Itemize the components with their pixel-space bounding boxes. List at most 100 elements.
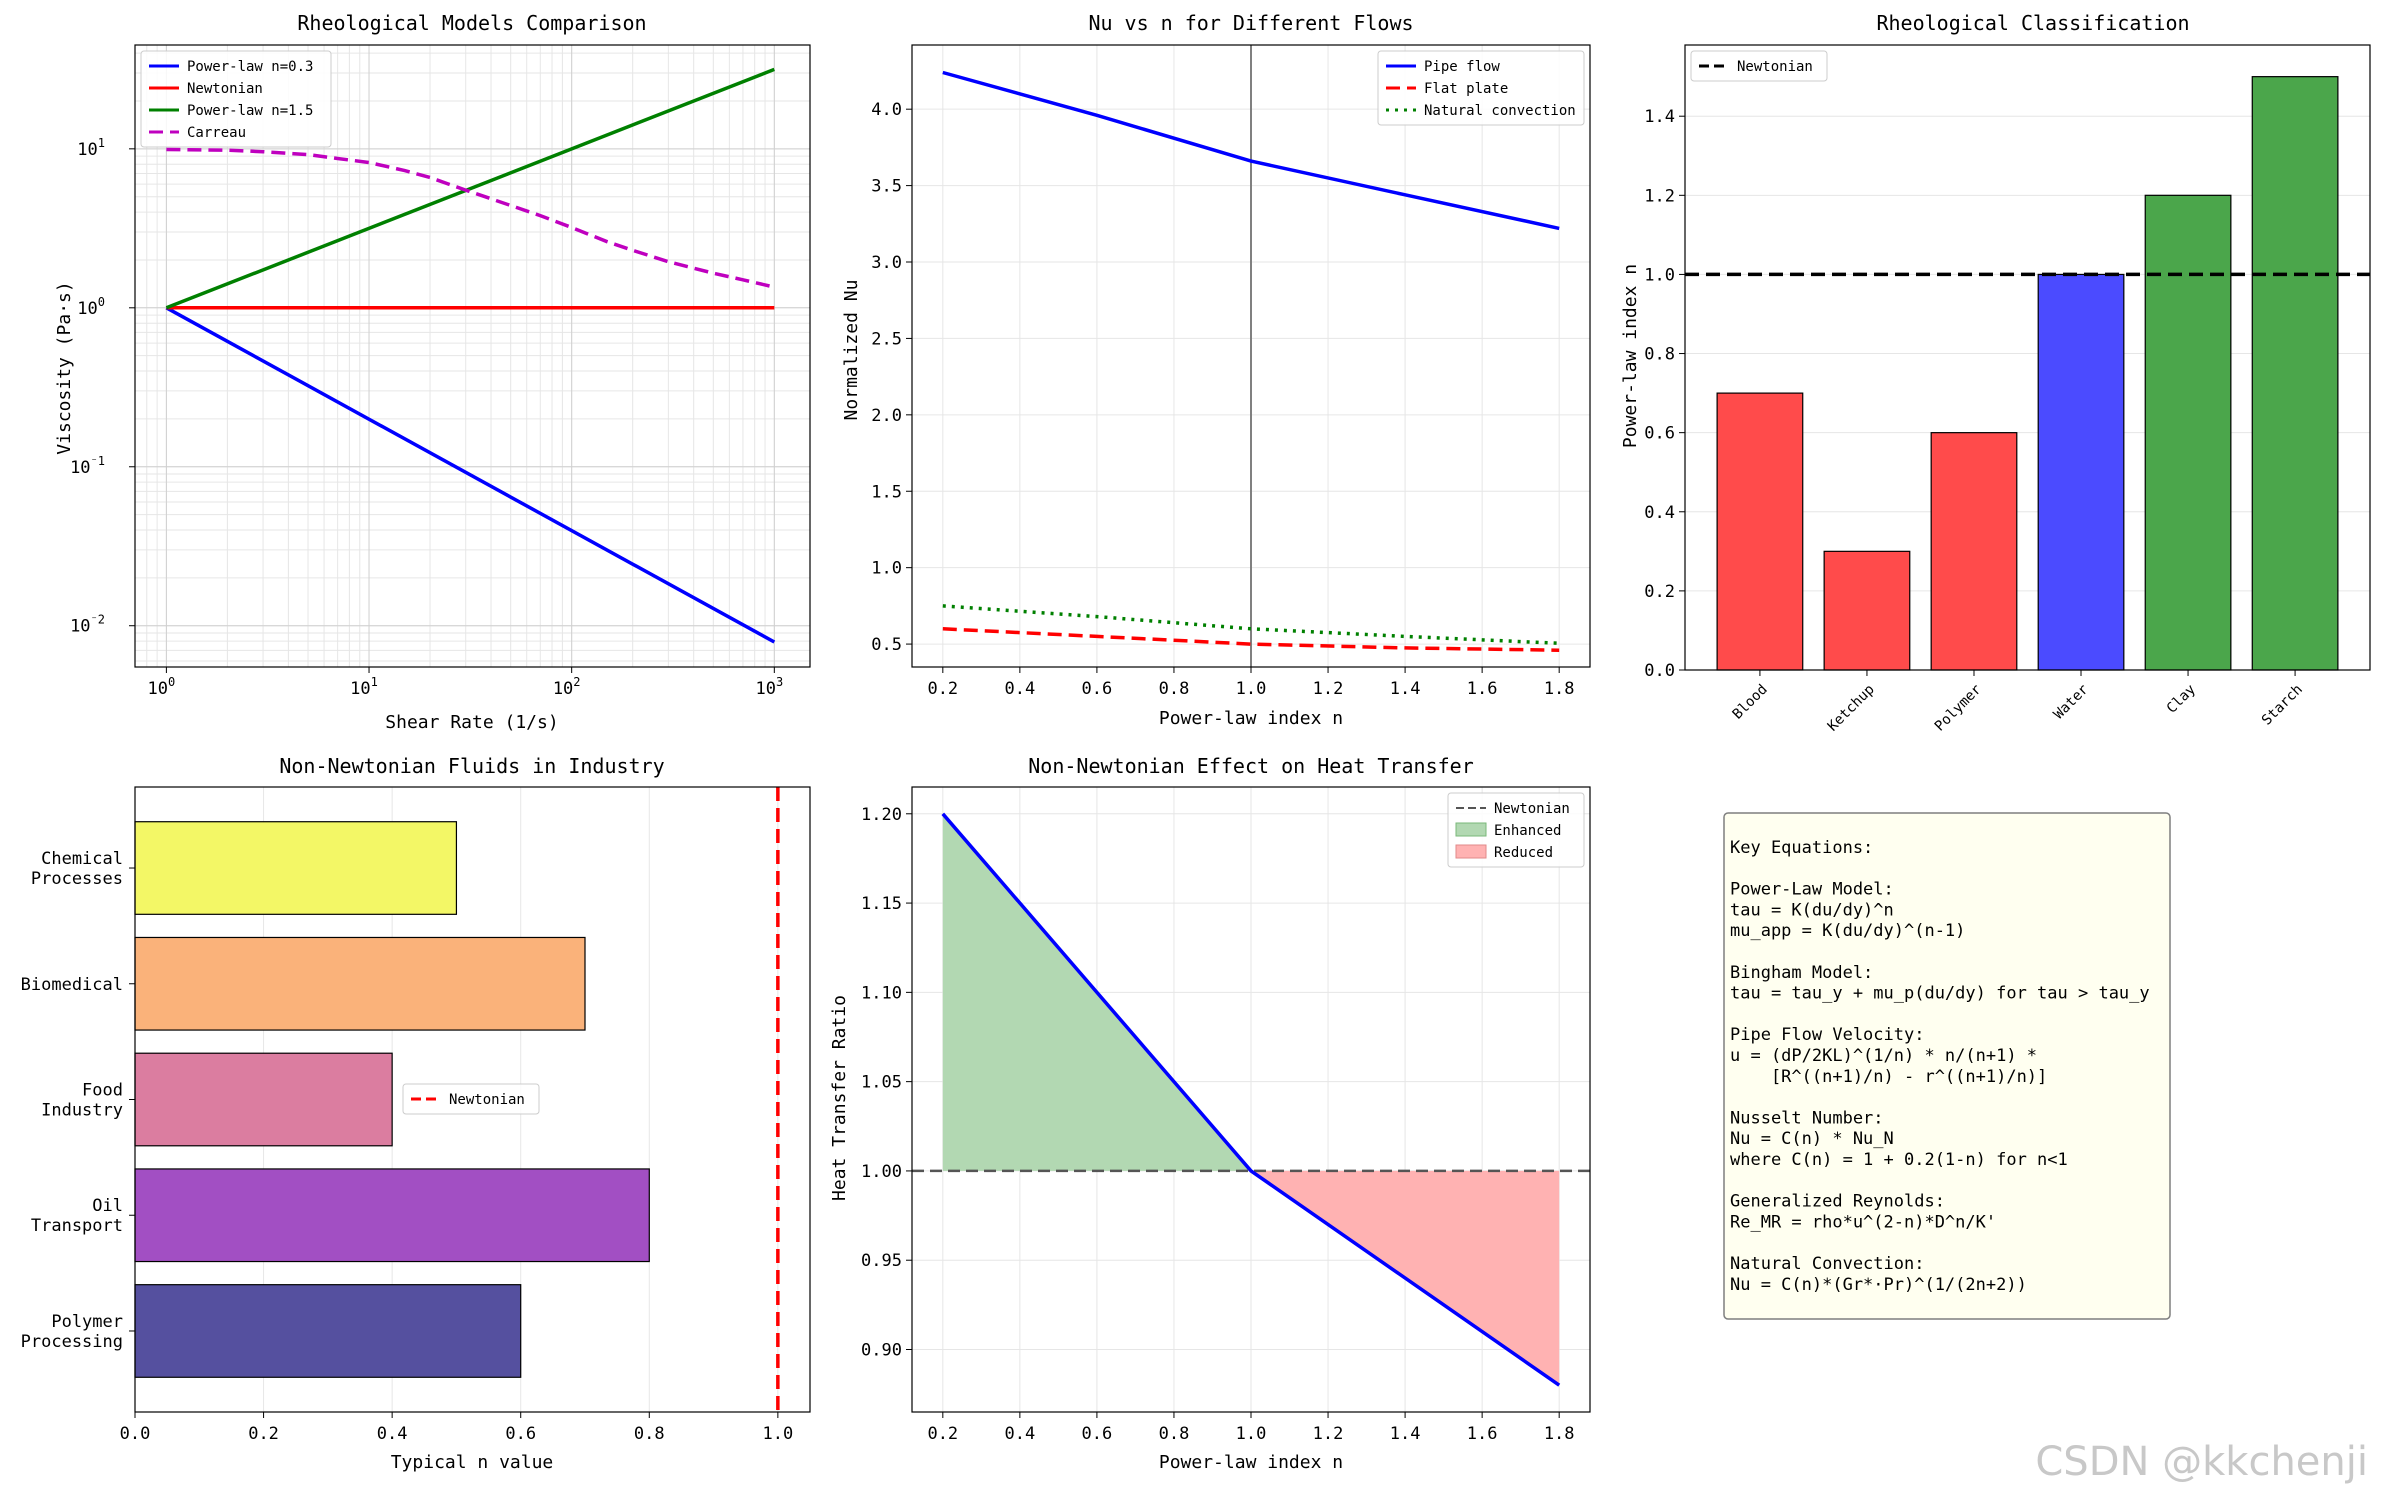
- bar: [134, 1052, 393, 1147]
- x-tick-label: 0.2: [248, 1424, 279, 1444]
- equation-line: Generalized Reynolds:: [1730, 1192, 1945, 1212]
- x-tick-label: 0.6: [505, 1424, 536, 1444]
- equations-box-frame: [1723, 812, 2171, 1320]
- bar: [2037, 273, 2125, 671]
- x-tick-label: Blood: [1730, 682, 1771, 723]
- bar: [134, 936, 586, 1031]
- rheological-classification-chart: Rheological Classification Power-law ind…: [1620, 11, 2371, 735]
- y-axis-label: Heat Transfer Ratio: [829, 995, 850, 1201]
- x-tick-label: Water: [2051, 682, 2092, 723]
- legend-box: [1377, 50, 1585, 126]
- equation-line: Key Equations:: [1730, 838, 1873, 858]
- x-tick-label: 101: [350, 675, 378, 699]
- series-line: [942, 627, 1560, 652]
- chart-title: Non-Newtonian Fluids in Industry: [279, 754, 664, 778]
- equation-line: Nu = C(n) * Nu_N: [1730, 1129, 1894, 1149]
- y-tick-label: 1.5: [871, 482, 902, 502]
- equations-text: Key Equations: Power-Law Model:tau = K(du…: [1730, 838, 2150, 1295]
- x-tick-label: 1.4: [1390, 1424, 1421, 1444]
- chart-title: Rheological Models Comparison: [297, 11, 646, 35]
- y-tick-label: 0.2: [1644, 582, 1675, 602]
- bar: [1930, 432, 2018, 671]
- bar: [1716, 392, 1804, 671]
- key-equations-box: Key Equations: Power-Law Model:tau = K(du…: [1723, 812, 2171, 1320]
- x-tick-label: 0.4: [377, 1424, 408, 1444]
- y-tick-label: 10⁻1: [70, 454, 105, 478]
- x-tick-label: 0.6: [1082, 1424, 1113, 1444]
- y-tick-label: 2.0: [871, 406, 902, 426]
- axes-frame: [911, 786, 1591, 1413]
- y-tick-label: Chemical: [41, 849, 123, 869]
- equation-line: Power-Law Model:: [1730, 880, 1894, 900]
- y-tick-label: 0.95: [861, 1251, 902, 1271]
- y-tick-label: 0.8: [1644, 345, 1675, 365]
- axes-frame: [911, 44, 1591, 668]
- axes-frame: [134, 786, 811, 1413]
- bar: [2251, 76, 2339, 671]
- x-axis-label: Power-law index n: [1159, 1452, 1343, 1473]
- y-tick-label: 1.15: [861, 894, 902, 914]
- chart-title: Nu vs n for Different Flows: [1088, 11, 1413, 35]
- bar: [134, 821, 458, 915]
- legend-label: Carreau: [187, 125, 246, 141]
- y-tick-label: 3.0: [871, 253, 902, 273]
- legend-label: Pipe flow: [1424, 59, 1500, 75]
- x-axis-label: Typical n value: [391, 1452, 554, 1473]
- y-tick-label: 1.05: [861, 1073, 902, 1093]
- y-tick-label: 0.0: [1644, 661, 1675, 681]
- x-tick-label: 1.0: [1236, 1424, 1267, 1444]
- x-tick-label: 1.6: [1467, 679, 1498, 699]
- y-tick-label: 1.4: [1644, 107, 1675, 127]
- legend-label: Newtonian: [1737, 59, 1813, 75]
- equation-line: Nusselt Number:: [1730, 1108, 1884, 1128]
- y-tick-label: Polymer: [51, 1312, 123, 1332]
- x-tick-label: 0.4: [1005, 679, 1036, 699]
- equation-line: tau = tau_y + mu_p(du/dy) for tau > tau_…: [1730, 984, 2150, 1004]
- heat-transfer-effect-chart: Non-Newtonian Effect on Heat Transfer Po…: [829, 754, 1591, 1473]
- equation-line: Natural Convection:: [1730, 1254, 1924, 1274]
- legend-label: Power-law n=0.3: [187, 59, 313, 75]
- industry-fluids-chart: Non-Newtonian Fluids in Industry Typical…: [21, 754, 811, 1473]
- equation-line: where C(n) = 1 + 0.2(1-n) for n<1: [1730, 1150, 2068, 1170]
- y-tick-label: 101: [77, 136, 105, 160]
- y-tick-label: 10⁻2: [70, 613, 105, 637]
- x-tick-label: 1.6: [1467, 1424, 1498, 1444]
- x-tick-label: 0.2: [927, 1424, 958, 1444]
- series-line: [942, 604, 1560, 646]
- y-tick-label: Oil: [92, 1196, 123, 1216]
- equation-line: u = (dP/2KL)^(1/n) * n/(n+1) *: [1730, 1046, 2037, 1066]
- y-tick-label: 1.10: [861, 983, 902, 1003]
- y-tick-label: 3.5: [871, 177, 902, 197]
- x-tick-label: 0.2: [927, 679, 958, 699]
- axes-frame: [134, 44, 811, 668]
- y-tick-label: 2.5: [871, 329, 902, 349]
- x-tick-label: 102: [553, 675, 581, 699]
- series-line: [166, 147, 775, 289]
- x-tick-label: Clay: [2164, 682, 2199, 717]
- y-tick-label: 100: [77, 295, 105, 319]
- legend-swatch: [1455, 822, 1487, 837]
- legend-label: Newtonian: [449, 1092, 525, 1108]
- x-tick-label: 1.8: [1544, 1424, 1575, 1444]
- bar: [1823, 550, 1911, 671]
- x-tick-label: 1.4: [1390, 679, 1421, 699]
- equation-line: [R^((n+1)/n) - r^((n+1)/n)]: [1730, 1067, 2047, 1087]
- series-line: [941, 812, 1561, 1387]
- x-tick-label: 1.0: [762, 1424, 793, 1444]
- x-tick-label: Starch: [2259, 682, 2306, 729]
- series-line: [165, 306, 776, 644]
- series-line: [942, 70, 1560, 231]
- y-tick-label: 1.0: [871, 559, 902, 579]
- legend-box: [402, 1083, 540, 1115]
- y-tick-label: Processes: [31, 869, 123, 889]
- legend-label: Power-law n=1.5: [187, 103, 313, 119]
- x-tick-label: 0.4: [1005, 1424, 1036, 1444]
- y-axis-label: Viscosity (Pa·s): [54, 281, 75, 454]
- x-tick-label: 0.8: [634, 1424, 665, 1444]
- x-tick-label: 103: [755, 675, 783, 699]
- y-tick-label: 0.90: [861, 1341, 902, 1361]
- y-tick-label: 0.6: [1644, 424, 1675, 444]
- y-axis-label: Normalized Nu: [841, 280, 862, 421]
- x-tick-label: 0.0: [120, 1424, 151, 1444]
